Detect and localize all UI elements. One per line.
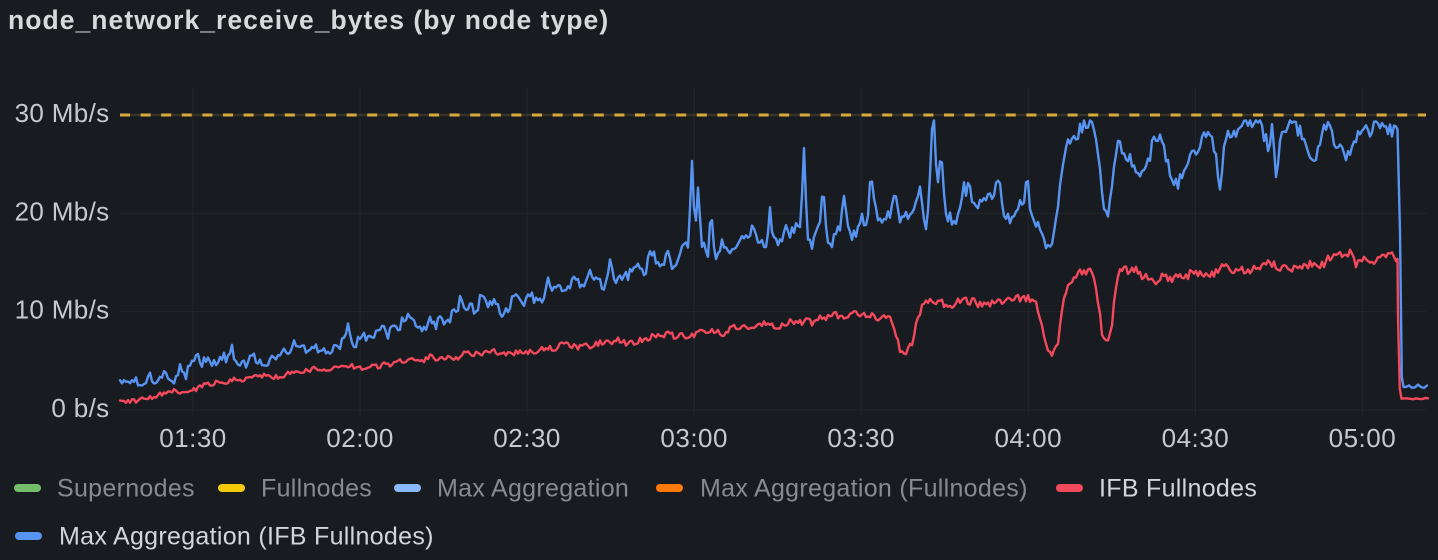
svg-text:03:30: 03:30 <box>827 423 895 453</box>
svg-text:node_network_receive_bytes (by: node_network_receive_bytes (by node type… <box>8 5 609 35</box>
svg-text:10 Mb/s: 10 Mb/s <box>15 295 110 325</box>
svg-text:01:30: 01:30 <box>159 423 227 453</box>
svg-text:Max Aggregation: Max Aggregation <box>437 475 629 503</box>
svg-text:Fullnodes: Fullnodes <box>261 475 372 503</box>
svg-text:Max Aggregation (IFB Fullnodes: Max Aggregation (IFB Fullnodes) <box>59 523 434 551</box>
svg-text:20 Mb/s: 20 Mb/s <box>15 196 110 226</box>
svg-text:IFB Fullnodes: IFB Fullnodes <box>1099 475 1257 503</box>
svg-text:30 Mb/s: 30 Mb/s <box>15 98 110 128</box>
svg-text:03:00: 03:00 <box>660 423 728 453</box>
svg-text:02:00: 02:00 <box>326 423 394 453</box>
svg-text:04:30: 04:30 <box>1162 423 1230 453</box>
svg-text:Max Aggregation (Fullnodes): Max Aggregation (Fullnodes) <box>700 475 1028 503</box>
svg-text:02:30: 02:30 <box>493 423 561 453</box>
svg-text:05:00: 05:00 <box>1329 423 1397 453</box>
svg-text:Supernodes: Supernodes <box>57 475 195 503</box>
svg-text:0 b/s: 0 b/s <box>51 393 109 423</box>
svg-text:04:00: 04:00 <box>995 423 1063 453</box>
